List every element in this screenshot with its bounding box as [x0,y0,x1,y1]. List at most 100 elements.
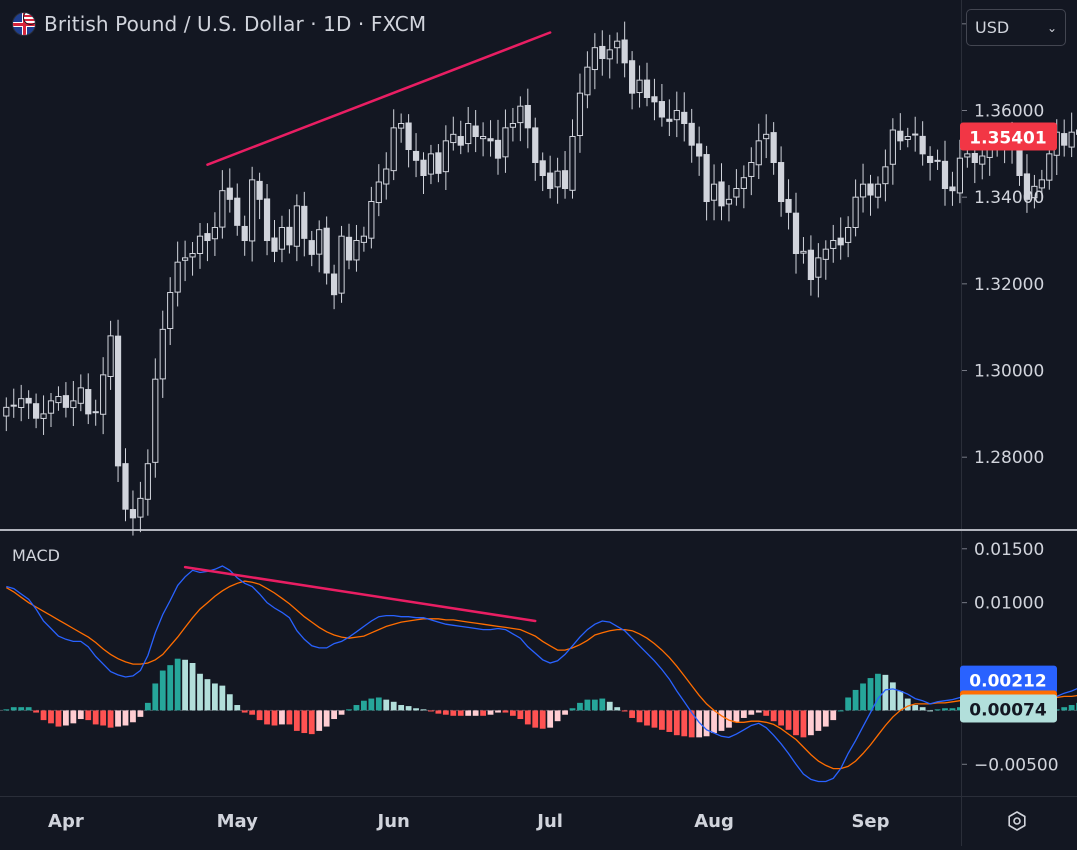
candle-body [63,396,68,408]
macd-histogram-bar [190,663,196,710]
macd-histogram-bar [912,705,918,710]
macd-histogram-bar [935,709,941,710]
macd-histogram-bar [331,710,337,719]
macd-histogram-bar [182,660,188,711]
macd-histogram-bar [666,710,672,732]
candle-body [540,161,545,176]
macd-histogram-bar [324,710,330,726]
candle-body [78,388,83,403]
macd-histogram-bar [517,710,523,719]
macd-histogram-bar [786,710,792,729]
macd-histogram-bar [808,710,814,735]
candle-body [428,154,433,174]
macd-histogram-bar [63,710,69,725]
macd-value-badge: 0.00212 [960,666,1057,694]
candle-body [495,140,500,158]
candle-body [935,160,940,161]
candle-body [235,198,240,225]
candle-body [637,80,642,92]
candle-body [458,137,463,146]
macd-histogram-bar [1069,705,1075,710]
macd-histogram-bar [555,710,561,721]
macd-histogram-bar [473,710,479,715]
candle-body [250,180,255,241]
time-axis-label: Jun [376,811,410,832]
macd-histogram-bar [711,710,717,733]
macd-value-badge-text: 0.00212 [969,672,1046,692]
candle-body [711,184,716,200]
candle-body [101,375,106,414]
symbol-header: British Pound / U.S. Dollar · 1D · FXCM [12,12,426,36]
candle-body [302,206,307,238]
macd-histogram-bar [629,710,635,718]
macd-histogram-bar [950,708,956,710]
currency-select[interactable]: USD ⌄ [966,9,1066,46]
macd-histogram-bar [115,710,121,726]
candle-body [279,228,284,250]
macd-histogram-bar [585,700,591,711]
candle-body [868,184,873,195]
candle-body [980,156,985,164]
macd-histogram-bar [756,710,762,712]
candle-body [443,141,448,172]
candle-body [756,141,761,165]
candle-body [451,134,456,142]
candle-body [920,136,925,153]
candle-body [1069,132,1074,147]
macd-histogram-bar [197,674,203,711]
macd-histogram-bar [853,690,859,710]
macd-histogram-bar [823,710,829,726]
candle-body [853,197,858,227]
candle-body [942,161,947,188]
candle-body [257,181,262,199]
macd-histogram-bar [18,707,24,710]
macd-histogram-bar [138,710,144,716]
candle-body [704,155,709,202]
candle-body [93,412,98,413]
candle-body [71,401,76,408]
candle-body [197,236,202,253]
candle-body [793,213,798,253]
candle-body [361,236,366,242]
macd-histogram-bar [234,705,240,710]
candle-body [309,241,314,255]
candle-body [376,182,381,203]
candle-body [644,80,649,97]
macd-histogram-bar [674,710,680,735]
macd-histogram-bar [3,709,9,710]
macd-histogram-bar [704,710,710,736]
macd-histogram-bar [495,710,501,712]
macd-histogram-bar [175,659,181,711]
macd-histogram-bar [41,710,47,720]
macd-histogram-bar [815,710,821,730]
candle-body [667,119,672,121]
candle-body [890,130,895,164]
macd-histogram-bar [376,697,382,710]
macd-histogram-bar [294,710,300,730]
candle-body [674,111,679,120]
candle-body [145,464,150,500]
candle-body [652,97,657,102]
macd-histogram-bar [108,710,114,727]
candle-body [779,163,784,202]
gear-icon[interactable] [1005,809,1029,833]
candle-body [473,126,478,136]
candle-body [294,206,299,246]
macd-histogram-bar [123,710,129,725]
candle-body [801,251,806,253]
candle-body [860,184,865,197]
chevron-down-icon: ⌄ [1047,21,1057,35]
macd-histogram-bar [562,710,568,714]
symbol-title[interactable]: British Pound / U.S. Dollar · 1D · FXCM [44,12,426,36]
macd-histogram-bar [592,700,598,711]
candle-body [399,124,404,129]
candle-body [883,167,888,184]
macd-histogram-bar [85,710,91,720]
candle-body [324,228,329,273]
macd-histogram-bar [503,710,509,712]
candle-body [831,241,836,249]
candle-body [421,160,426,175]
candle-body [4,407,9,416]
